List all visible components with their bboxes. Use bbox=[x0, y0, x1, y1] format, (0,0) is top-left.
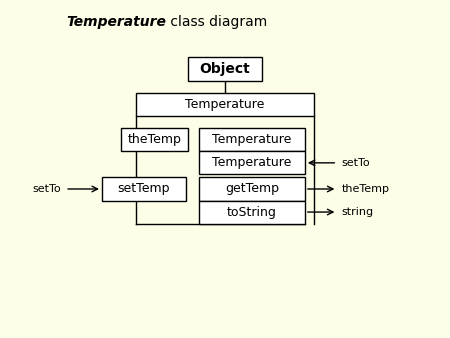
Bar bbox=[102, 177, 186, 200]
Text: Temperature: Temperature bbox=[212, 133, 292, 146]
Text: Temperature: Temperature bbox=[67, 15, 166, 29]
Text: Temperature: Temperature bbox=[185, 98, 265, 111]
Bar bbox=[199, 151, 305, 174]
Bar bbox=[122, 128, 188, 151]
Text: getTemp: getTemp bbox=[225, 183, 279, 195]
Bar bbox=[199, 128, 305, 151]
Text: Object: Object bbox=[200, 62, 250, 76]
Text: theTemp: theTemp bbox=[128, 133, 182, 146]
Bar bbox=[136, 93, 314, 116]
Bar bbox=[199, 177, 305, 200]
Text: theTemp: theTemp bbox=[342, 184, 390, 194]
Text: setTemp: setTemp bbox=[118, 183, 170, 195]
Bar bbox=[199, 200, 305, 224]
Bar bbox=[188, 57, 262, 80]
Text: Temperature: Temperature bbox=[212, 156, 292, 169]
Text: setTo: setTo bbox=[32, 184, 61, 194]
Text: toString: toString bbox=[227, 206, 277, 219]
Text: setTo: setTo bbox=[342, 158, 370, 168]
Text: class diagram: class diagram bbox=[166, 15, 268, 29]
Text: string: string bbox=[342, 207, 374, 217]
